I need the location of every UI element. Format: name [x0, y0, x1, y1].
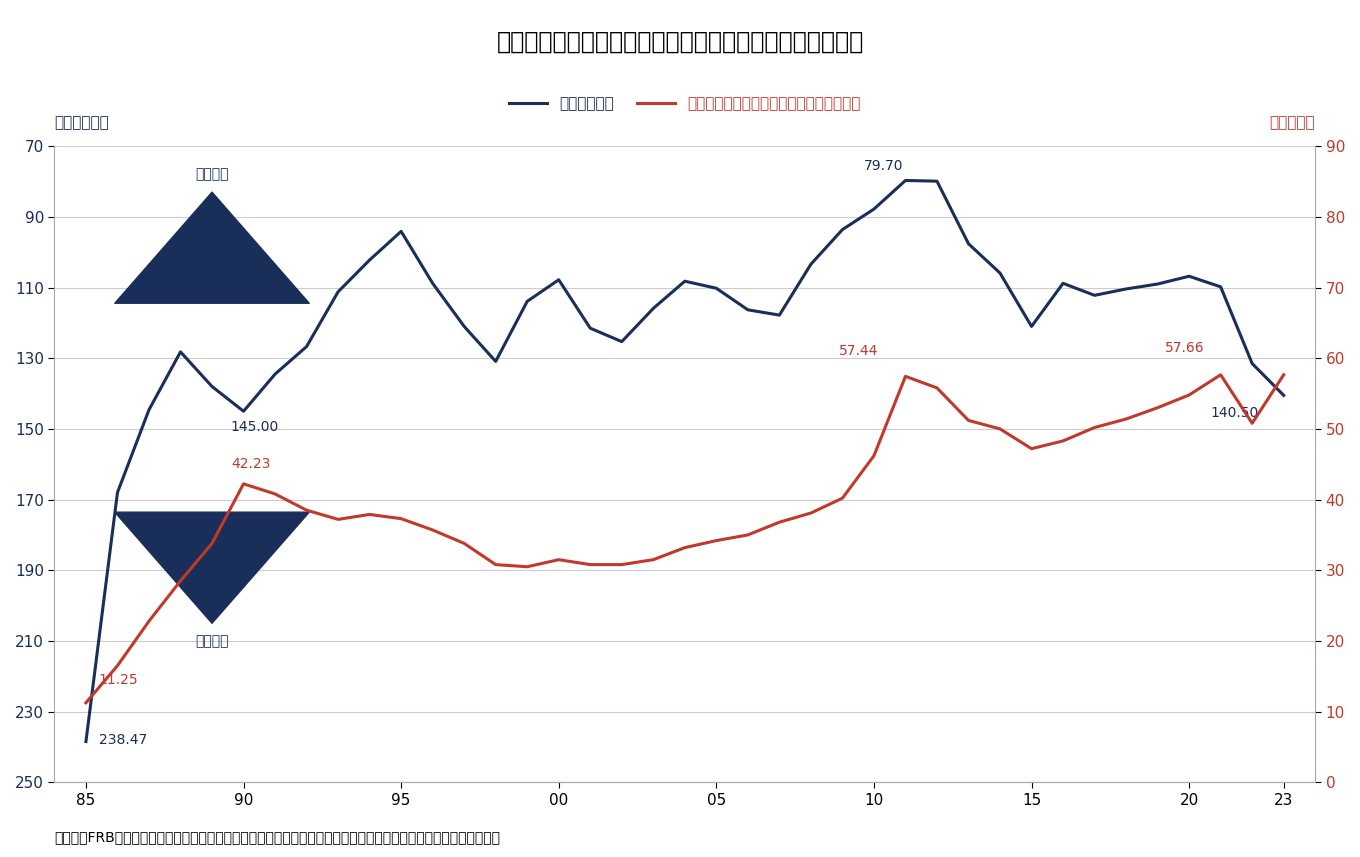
Text: （円／ドル）: （円／ドル）	[54, 116, 109, 130]
Text: 145.00: 145.00	[231, 420, 279, 434]
Text: 79.70: 79.70	[864, 159, 903, 173]
Legend: 円ドルレート, ドル換算の首都圏マンション価格（右軸）: 円ドルレート, ドル換算の首都圏マンション価格（右軸）	[503, 90, 866, 117]
Text: 42.23: 42.23	[231, 458, 271, 471]
Text: （万ドル）: （万ドル）	[1270, 116, 1315, 130]
Text: （円安）: （円安）	[196, 634, 228, 648]
Text: （円高）: （円高）	[196, 167, 228, 182]
Text: （出所）FRB、不動産経済研究所「首都圏　新築分譲マンション市場動向」をもとにニッセイ基礎研究所が加工作成: （出所）FRB、不動産経済研究所「首都圏 新築分譲マンション市場動向」をもとにニ…	[54, 830, 500, 844]
Text: 図表３　円ドルレートとドル換算の首都圏マンション価格: 図表３ 円ドルレートとドル換算の首都圏マンション価格	[496, 30, 864, 54]
Text: 57.44: 57.44	[839, 345, 877, 358]
Text: 57.66: 57.66	[1166, 341, 1205, 355]
Text: 140.50: 140.50	[1210, 406, 1258, 420]
Text: 238.47: 238.47	[98, 733, 147, 746]
Text: 11.25: 11.25	[98, 673, 139, 687]
